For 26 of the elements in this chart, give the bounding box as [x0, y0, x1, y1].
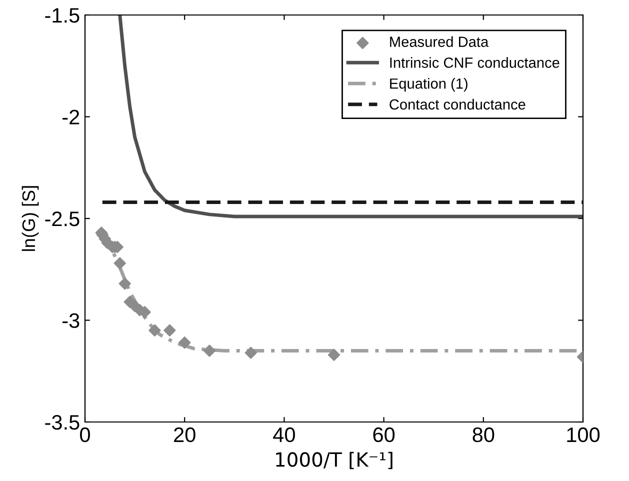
point	[164, 324, 176, 336]
y-tick-label: -3.5	[45, 415, 80, 430]
x-tick-label: 60	[373, 427, 395, 442]
y-tick-label: -1.5	[45, 8, 80, 23]
x-axis-title: 1000/T [K⁻¹]	[276, 452, 392, 470]
legend-label: Equation (1)	[390, 78, 468, 92]
x-tick-label: 0	[80, 427, 90, 442]
line-series	[118, 15, 583, 218]
point	[328, 348, 340, 361]
legend-label: Measured Data	[390, 36, 489, 47]
x-tick-label: 100	[567, 427, 600, 442]
x-tick-label: 40	[273, 427, 295, 442]
y-axis-title: ln(G) [S]	[22, 186, 39, 251]
point	[244, 346, 257, 359]
y-tick-label: -3	[62, 313, 80, 328]
legend-label: Contact conductance	[390, 98, 526, 110]
x-tick-label: 80	[472, 427, 494, 442]
y-tick-label: -2	[62, 110, 80, 124]
y-tick-label: -2.5	[45, 212, 80, 226]
point	[178, 336, 191, 349]
x-tick-label: 20	[174, 427, 196, 442]
point	[148, 324, 161, 336]
point	[203, 344, 216, 357]
point	[114, 257, 126, 270]
legend-label: Intrinsic CNF conductance	[390, 57, 560, 68]
point	[118, 278, 131, 290]
